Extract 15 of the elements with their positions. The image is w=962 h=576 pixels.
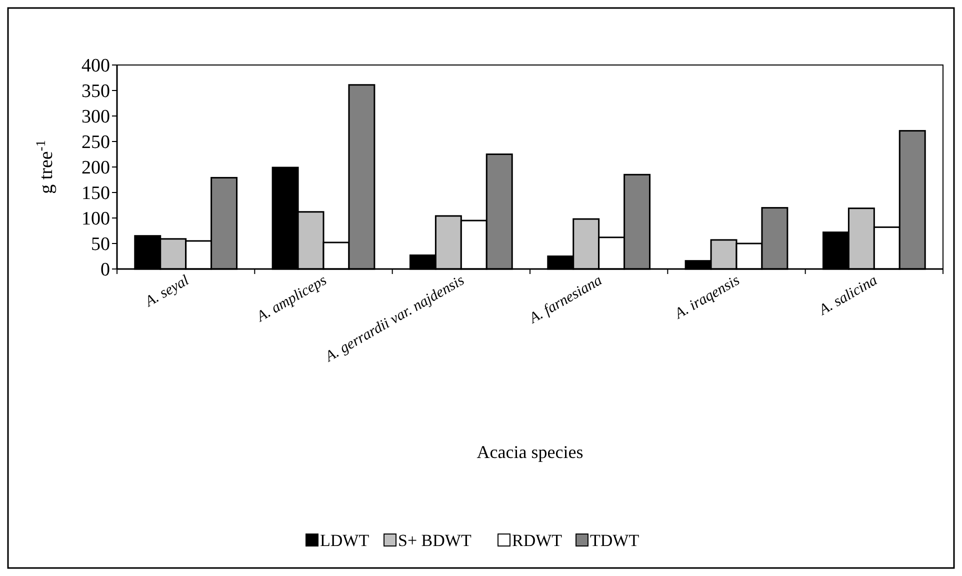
- y-tick-label: 50: [91, 234, 110, 256]
- y-tick-label: 350: [82, 81, 110, 102]
- x-axis-title: Acacia species: [476, 442, 584, 462]
- y-tick-label: 200: [82, 158, 110, 179]
- y-tick-label: 0: [100, 260, 110, 281]
- legend-label: RDWT: [512, 531, 563, 550]
- y-tick-label: 250: [82, 132, 110, 154]
- legend-label: S+ BDWT: [398, 531, 472, 550]
- y-tick-label: 100: [82, 208, 110, 230]
- y-tick-label: 400: [82, 56, 110, 77]
- x-tick-label: A. seyal: [142, 272, 192, 311]
- legend-label: TDWT: [590, 531, 640, 550]
- y-tick-label: 300: [82, 106, 110, 128]
- legend-label: LDWT: [320, 531, 370, 550]
- y-tick-label: 150: [82, 183, 110, 204]
